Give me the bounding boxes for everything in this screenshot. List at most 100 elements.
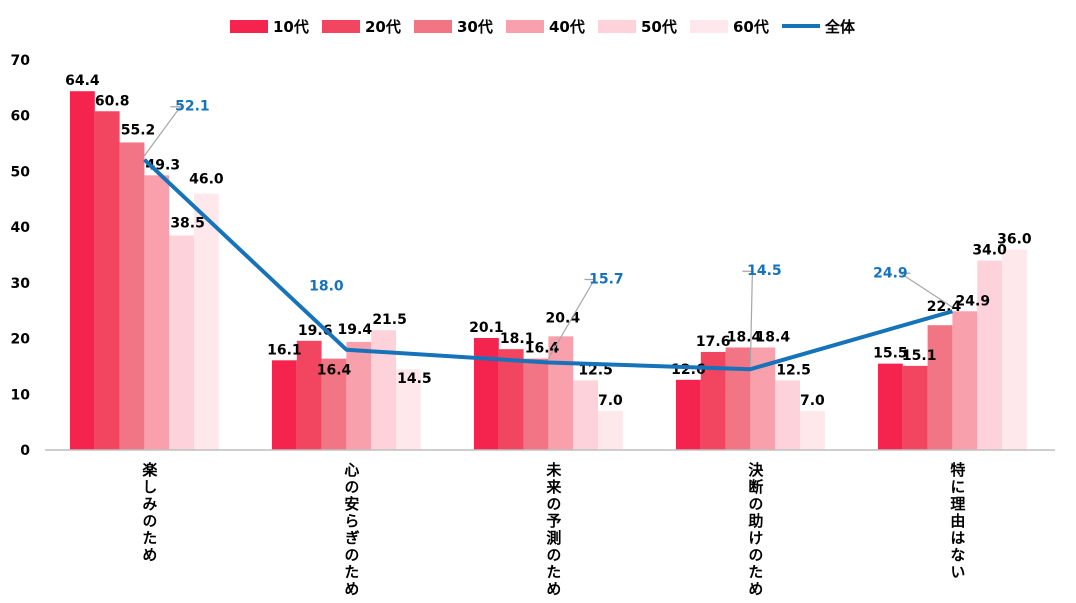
bar xyxy=(94,111,120,450)
bar xyxy=(144,175,170,451)
legend-label-overall: 全体 xyxy=(825,17,856,36)
legend-item-10s: 10代 xyxy=(230,14,309,38)
bar-value-label: 16.4 xyxy=(317,363,352,379)
line-value-label: 18.0 xyxy=(309,279,344,295)
category-label: 未来の予測のため xyxy=(544,461,562,598)
bar-value-label: 22.4 xyxy=(927,299,962,315)
legend-swatch-50s xyxy=(598,19,636,33)
legend-item-20s: 20代 xyxy=(322,14,401,38)
overall-line xyxy=(143,158,953,372)
legend-swatch-40s xyxy=(506,19,544,33)
bar-value-label: 18.4 xyxy=(727,329,762,345)
bar xyxy=(474,338,499,450)
bar xyxy=(272,360,297,450)
bar xyxy=(523,358,549,450)
bar xyxy=(119,142,145,450)
bar xyxy=(371,330,396,450)
bar xyxy=(878,363,903,450)
bar xyxy=(775,380,800,450)
legend-label-20s: 20代 xyxy=(365,17,401,36)
y-tick-label: 40 xyxy=(11,220,31,236)
y-tick-label: 20 xyxy=(11,332,31,348)
bar-value-label: 20.4 xyxy=(546,310,581,326)
legend-swatch-30s xyxy=(414,19,452,33)
bar xyxy=(346,341,372,450)
bar-value-label: 18.4 xyxy=(756,329,791,345)
bar xyxy=(902,365,928,450)
legend-line-overall xyxy=(782,24,820,28)
bar-value-label: 38.5 xyxy=(170,216,205,232)
legend-item-30s: 30代 xyxy=(414,14,493,38)
legend-swatch-60s xyxy=(690,19,728,33)
bar-value-label: 12.6 xyxy=(671,362,706,378)
bar-value-label: 34.0 xyxy=(972,243,1007,259)
bar-value-label: 12.5 xyxy=(776,362,811,378)
bar xyxy=(952,311,978,450)
bar-value-label: 64.4 xyxy=(65,73,100,89)
bar xyxy=(169,235,194,450)
bar xyxy=(598,411,623,450)
line-value-label: 14.5 xyxy=(747,263,782,279)
bar-value-label: 7.0 xyxy=(800,393,825,409)
line-value-label: 15.7 xyxy=(589,272,624,288)
category-label: 心の安らぎのため xyxy=(342,462,360,598)
legend-item-40s: 40代 xyxy=(506,14,585,38)
leader-line xyxy=(547,278,596,359)
bar xyxy=(927,325,953,450)
legend-swatch-10s xyxy=(230,19,268,33)
bar-value-label: 18.1 xyxy=(500,331,535,347)
bar xyxy=(396,369,421,450)
bar xyxy=(725,347,751,450)
bar-value-label: 16.1 xyxy=(267,342,302,358)
bar-value-label: 46.0 xyxy=(189,172,224,188)
bar xyxy=(548,336,574,450)
bar-value-label: 24.9 xyxy=(956,293,991,309)
y-tick-label: 70 xyxy=(11,53,31,69)
bar xyxy=(498,349,524,450)
bar xyxy=(676,379,701,450)
leader-line xyxy=(742,270,754,366)
legend-item-overall: 全体 xyxy=(782,14,855,38)
bar-value-label: 17.6 xyxy=(696,334,731,350)
bar-value-label: 19.4 xyxy=(338,322,373,338)
category-label: 決断の助けのため xyxy=(746,461,764,598)
leader-line xyxy=(143,106,182,157)
bar-value-label: 21.5 xyxy=(372,312,407,328)
bar xyxy=(194,193,219,450)
bar xyxy=(321,358,347,450)
y-tick-label: 30 xyxy=(11,276,31,292)
legend-label-60s: 60代 xyxy=(733,17,769,36)
legend-item-60s: 60代 xyxy=(690,14,769,38)
bar-value-label: 7.0 xyxy=(598,393,623,409)
bar-value-label: 15.1 xyxy=(902,348,937,364)
bar-value-label: 60.8 xyxy=(95,93,130,109)
bar xyxy=(573,380,598,450)
category-label: 特に理由はない xyxy=(948,461,966,581)
bar xyxy=(800,411,825,450)
leader-line xyxy=(898,272,953,308)
line-value-label: 24.9 xyxy=(873,265,908,281)
legend-label-30s: 30代 xyxy=(457,17,493,36)
legend: 10代 20代 30代 40代 50代 60代 全体 xyxy=(0,14,1076,38)
bar xyxy=(296,340,322,450)
y-tick-label: 10 xyxy=(11,387,31,403)
y-tick-label: 50 xyxy=(11,164,31,180)
bar-value-label: 14.5 xyxy=(397,371,432,387)
line-value-label: 52.1 xyxy=(175,99,210,115)
y-tick-label: 0 xyxy=(20,443,30,459)
bar-value-label: 55.2 xyxy=(121,122,156,138)
legend-label-50s: 50代 xyxy=(641,17,677,36)
bar xyxy=(1002,249,1027,450)
legend-label-40s: 40代 xyxy=(549,17,585,36)
bar-value-label: 36.0 xyxy=(997,231,1032,247)
bar-value-label: 20.1 xyxy=(469,320,504,336)
bar-value-label: 15.5 xyxy=(873,346,908,362)
legend-item-50s: 50代 xyxy=(598,14,677,38)
bar-value-label: 16.4 xyxy=(525,341,560,357)
legend-label-10s: 10代 xyxy=(273,17,309,36)
category-label: 楽しみのため xyxy=(140,461,158,564)
bar xyxy=(977,260,1002,450)
legend-swatch-20s xyxy=(322,19,360,33)
bar xyxy=(70,91,95,450)
